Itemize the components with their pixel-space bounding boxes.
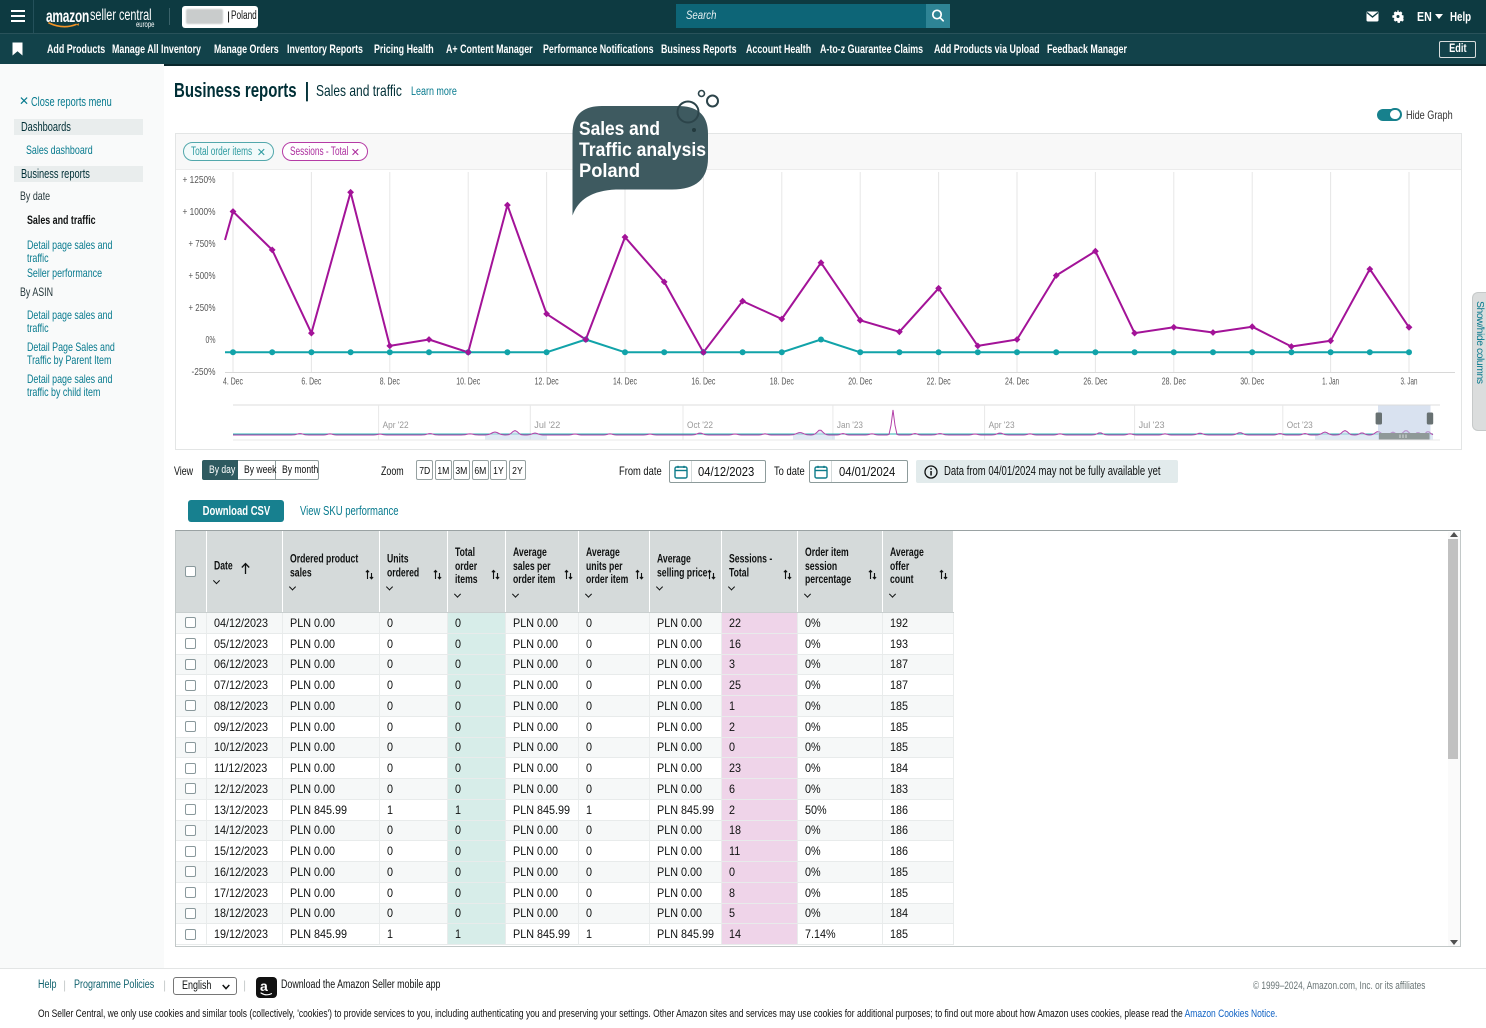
- svg-text:Sales and: Sales and: [579, 119, 660, 140]
- svg-text:28. Dec: 28. Dec: [1162, 376, 1186, 388]
- svg-text:20. Dec: 20. Dec: [848, 376, 872, 388]
- svg-text:1. Jan: 1. Jan: [1322, 376, 1339, 388]
- svg-text:24. Dec: 24. Dec: [1005, 376, 1029, 388]
- svg-text:Jan '23: Jan '23: [837, 420, 863, 431]
- svg-text:14. Dec: 14. Dec: [613, 376, 637, 388]
- svg-text:10. Dec: 10. Dec: [456, 376, 480, 388]
- svg-text:6. Dec: 6. Dec: [301, 376, 321, 388]
- svg-text:Poland: Poland: [579, 161, 640, 182]
- svg-text:4. Dec: 4. Dec: [223, 376, 243, 388]
- svg-text:30. Dec: 30. Dec: [1240, 376, 1264, 388]
- svg-text:-250%: -250%: [192, 366, 216, 378]
- svg-text:Apr '23: Apr '23: [989, 420, 1015, 431]
- svg-text:Oct '23: Oct '23: [1287, 420, 1313, 431]
- svg-text:22. Dec: 22. Dec: [927, 376, 951, 388]
- svg-text:0%: 0%: [206, 334, 216, 346]
- svg-text:26. Dec: 26. Dec: [1083, 376, 1107, 388]
- svg-text:Oct '22: Oct '22: [687, 420, 713, 431]
- svg-text:+ 1000%: + 1000%: [183, 206, 216, 218]
- svg-text:3. Jan: 3. Jan: [1401, 376, 1418, 388]
- svg-text:Jul '22: Jul '22: [534, 420, 560, 431]
- svg-text:12. Dec: 12. Dec: [535, 376, 559, 388]
- svg-text:+ 500%: + 500%: [189, 270, 216, 282]
- svg-text:Traffic analysis: Traffic analysis: [579, 140, 706, 161]
- svg-text:+ 250%: + 250%: [189, 302, 216, 314]
- svg-text:18. Dec: 18. Dec: [770, 376, 794, 388]
- svg-text:+ 1250%: + 1250%: [183, 174, 216, 186]
- svg-text:+ 750%: + 750%: [189, 238, 216, 250]
- svg-text:Jul '23: Jul '23: [1139, 420, 1165, 431]
- svg-text:8. Dec: 8. Dec: [380, 376, 400, 388]
- svg-text:Apr '22: Apr '22: [383, 420, 409, 431]
- svg-text:16. Dec: 16. Dec: [691, 376, 715, 388]
